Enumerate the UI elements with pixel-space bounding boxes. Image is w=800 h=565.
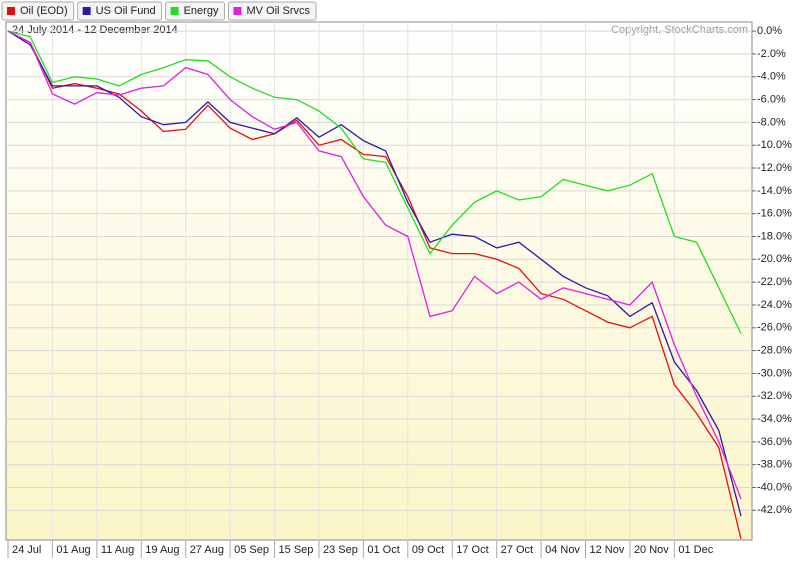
x-tick-label: 27 Oct (501, 544, 533, 556)
x-tick-label: 20 Nov (634, 544, 669, 556)
plot-area (5, 21, 753, 541)
y-tick-label: -42.0% (757, 504, 792, 516)
legend-swatch (82, 7, 91, 15)
y-tick-label: -2.0% (757, 48, 786, 60)
y-tick-label: 0.0% (757, 25, 782, 37)
y-tick-label: -38.0% (757, 459, 792, 471)
x-tick-label: 11 Aug (101, 544, 134, 556)
x-tick-label: 01 Oct (367, 544, 399, 556)
legend: Oil (EOD) US Oil Fund Energy MV Oil Srvcs (1, 1, 317, 21)
y-tick-label: -14.0% (757, 185, 792, 197)
y-tick-label: -18.0% (757, 230, 792, 242)
series-line (7, 30, 742, 334)
legend-button (165, 1, 225, 21)
y-tick-label: -30.0% (757, 367, 792, 379)
y-tick-label: -40.0% (757, 481, 792, 493)
x-tick-label: 15 Sep (279, 544, 314, 556)
series-line (7, 30, 742, 500)
y-tick-label: -8.0% (757, 116, 786, 128)
y-tick-label: -16.0% (757, 208, 792, 220)
y-tick-label: -28.0% (757, 345, 792, 357)
y-tick-label: -22.0% (757, 276, 792, 288)
y-tick-label: -10.0% (757, 139, 792, 151)
x-tick-label: 19 Aug (145, 544, 179, 556)
x-tick-label: 17 Oct (456, 544, 488, 556)
x-tick-label: 09 Oct (412, 544, 444, 556)
legend-button (77, 1, 163, 21)
series-line (7, 30, 742, 540)
y-tick-label: -20.0% (757, 253, 792, 265)
legend-swatch (233, 7, 242, 15)
x-tick-label: 24 Jul (12, 544, 41, 556)
y-tick-label: -36.0% (757, 436, 792, 448)
legend-label: Energy (184, 5, 219, 17)
legend-label: MV Oil Srvcs (246, 5, 310, 17)
y-tick-label: -26.0% (757, 322, 792, 334)
series-line (7, 30, 742, 517)
y-tick-label: -12.0% (757, 162, 792, 174)
legend-swatch (7, 7, 15, 15)
y-tick-label: -32.0% (757, 390, 792, 402)
legend-button (1, 1, 75, 21)
x-tick-label: 12 Nov (590, 544, 625, 556)
legend-item[interactable]: Energy (165, 1, 225, 21)
legend-item[interactable]: US Oil Fund (77, 1, 163, 21)
legend-item[interactable]: Oil (EOD) (1, 1, 75, 21)
x-tick-label: 01 Aug (56, 544, 90, 556)
subtitle: 24 July 2014 - 12 December 2014 (12, 24, 178, 36)
legend-label: Oil (EOD) (20, 5, 68, 17)
x-tick-label: 27 Aug (190, 544, 224, 556)
x-tick-label: 04 Nov (545, 544, 580, 556)
y-tick-label: -24.0% (757, 299, 792, 311)
x-tick-label: 23 Sep (323, 544, 358, 556)
legend-button (227, 1, 317, 21)
x-tick-label: 05 Sep (234, 544, 269, 556)
y-tick-label: -34.0% (757, 413, 792, 425)
legend-item[interactable]: MV Oil Srvcs (227, 1, 317, 21)
x-tick-label: 01 Dec (678, 544, 713, 556)
legend-swatch (170, 7, 179, 15)
legend-label: US Oil Fund (96, 5, 156, 17)
copyright: Copyright, StockCharts.com (611, 24, 748, 36)
y-tick-label: -6.0% (757, 93, 786, 105)
y-tick-label: -4.0% (757, 71, 786, 83)
